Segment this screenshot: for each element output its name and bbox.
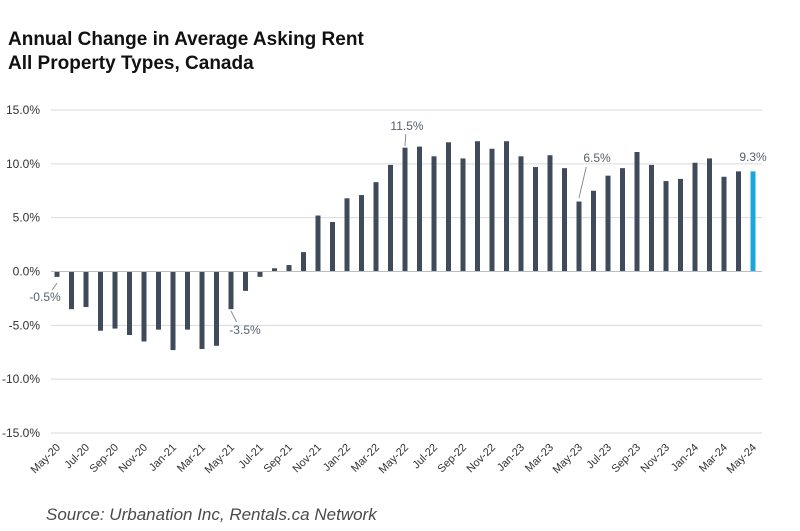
bar-Jan-24 (692, 162, 698, 272)
bar-Aug-22 (446, 142, 451, 272)
x-tick-label: Mar-22 (349, 442, 382, 475)
bar-Jan-22 (344, 198, 350, 272)
y-tick-label: 10.0% (6, 157, 40, 171)
bar-Mar-24 (721, 176, 727, 272)
chart-title: Annual Change in Average Asking Rent (8, 29, 364, 50)
y-tick-label: -5.0% (9, 318, 41, 332)
bar-May-22 (402, 147, 408, 272)
bars (54, 141, 756, 351)
y-tick-label: -10.0% (2, 372, 40, 386)
bar-Feb-23 (533, 167, 538, 272)
bar-Dec-21 (330, 221, 335, 272)
y-tick-label: 5.0% (13, 211, 41, 225)
bar-Mar-23 (547, 155, 553, 272)
x-tick-label: Mar-23 (523, 442, 556, 475)
bar-Dec-23 (678, 178, 683, 272)
bar-Apr-23 (562, 168, 567, 272)
bar-Apr-24 (736, 171, 741, 272)
annotation-label: 9.3% (739, 150, 767, 164)
bar-Jul-21 (257, 271, 263, 277)
bar-Jan-21 (170, 271, 176, 351)
bar-Sep-21 (286, 265, 292, 272)
bar-May-24 (750, 171, 756, 272)
bar-May-23 (576, 201, 582, 272)
x-tick-label: Sep-22 (436, 442, 470, 476)
bar-Oct-20 (127, 271, 132, 336)
bar-Oct-23 (649, 164, 654, 272)
bar-Mar-22 (373, 182, 379, 272)
bar-Oct-21 (301, 252, 306, 272)
x-tick-label: Sep-23 (610, 442, 644, 476)
bar-Aug-20 (98, 271, 103, 331)
y-tick-label: 0.0% (13, 265, 41, 279)
bar-Nov-21 (315, 215, 321, 272)
bar-Jan-23 (518, 156, 524, 272)
gridlines (51, 109, 762, 434)
bar-Aug-21 (272, 268, 277, 272)
chart-subtitle: All Property Types, Canada (8, 53, 254, 74)
y-tick-label: 15.0% (6, 103, 40, 117)
bar-Jul-22 (431, 156, 437, 272)
bar-Jun-20 (69, 271, 74, 310)
annotation-label: -3.5% (229, 323, 261, 337)
annotation-leader (578, 166, 587, 199)
x-tick-label: Mar-21 (175, 442, 208, 475)
x-tick-label: Jan-22 (321, 442, 353, 474)
bar-Jun-23 (591, 190, 596, 272)
annotations: -0.5% -3.5% 11.5% 6.5% 9.3% (29, 119, 767, 337)
annotation-label: -0.5% (29, 290, 61, 304)
bar-May-20 (54, 271, 60, 277)
x-tick-label: Sep-20 (88, 442, 122, 476)
bar-Sep-23 (634, 151, 640, 272)
bar-Feb-21 (185, 271, 190, 330)
bar-Feb-24 (707, 158, 712, 272)
x-tick-label: Nov-20 (117, 442, 151, 476)
bar-Sep-20 (112, 271, 118, 329)
bar-Feb-22 (359, 195, 364, 272)
annotation-label: 11.5% (390, 119, 423, 133)
x-tick-label: Mar-24 (697, 442, 730, 475)
bar-Jul-23 (605, 175, 611, 272)
y-tick-label: -15.0% (2, 426, 40, 440)
x-tick-label: Jan-23 (495, 442, 527, 474)
bar-May-21 (228, 271, 234, 310)
bar-Aug-23 (620, 168, 625, 272)
bar-Apr-22 (388, 164, 393, 272)
bar-Dec-20 (156, 271, 161, 330)
x-tick-label: May-24 (725, 442, 759, 476)
x-tick-label: Nov-23 (639, 442, 673, 476)
bar-Sep-22 (460, 158, 466, 272)
x-tick-label: May-20 (29, 442, 63, 476)
bar-Nov-23 (663, 181, 669, 272)
bar-Jun-21 (243, 271, 248, 291)
x-tick-label: Sep-21 (262, 442, 296, 476)
x-tick-label: May-22 (377, 442, 411, 476)
source-note: Source: Urbanation Inc, Rentals.ca Netwo… (46, 505, 377, 524)
x-tick-label: Nov-21 (291, 442, 325, 476)
x-tick-label: Jan-24 (669, 442, 701, 474)
annotation-leader (230, 310, 238, 323)
annotation-label: 6.5% (583, 151, 611, 165)
x-tick-label: May-21 (203, 442, 237, 476)
bar-Dec-22 (504, 141, 509, 272)
bar-Nov-20 (141, 271, 147, 342)
bar-Oct-22 (475, 141, 480, 272)
x-tick-label: Jan-21 (147, 442, 179, 474)
chart-title-block: Annual Change in Average Asking Rent All… (8, 28, 364, 76)
bar-Jun-22 (417, 146, 422, 272)
annotation-leader (51, 282, 58, 291)
x-tick-label: May-23 (551, 442, 585, 476)
bar-Mar-21 (199, 271, 205, 350)
bar-Nov-22 (489, 148, 495, 272)
bar-Apr-21 (214, 271, 219, 346)
x-tick-label: Nov-22 (465, 442, 499, 476)
bar-Jul-20 (83, 271, 89, 308)
annotation-leader (404, 133, 407, 147)
